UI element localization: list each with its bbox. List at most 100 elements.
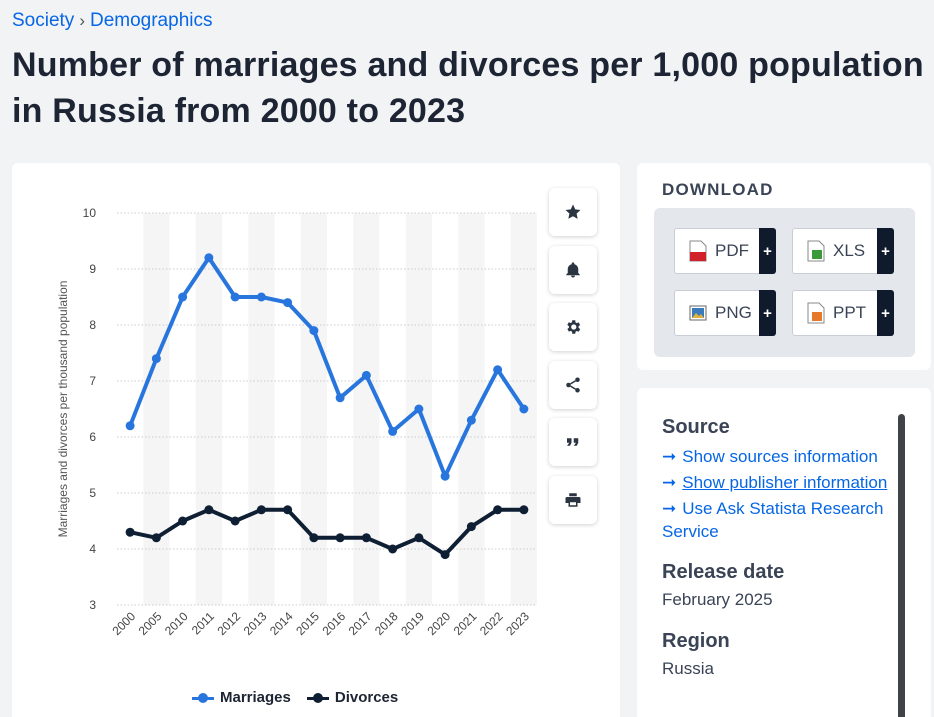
cite-quote-icon: [567, 438, 579, 446]
data-point-marriages: [361, 370, 371, 380]
breadcrumb-demographics-link[interactable]: Demographics: [89, 10, 213, 31]
data-point-marriages: [493, 365, 503, 375]
x-tick-label: 2010: [162, 609, 191, 638]
download-png-button[interactable]: PNG +: [674, 290, 776, 336]
grid-column-band: [458, 213, 485, 605]
data-point-marriages: [440, 471, 450, 481]
data-point-marriages: [309, 326, 319, 336]
data-point-divorces: [493, 505, 503, 515]
chart-legend: Marriages Divorces: [192, 689, 398, 706]
x-tick-label: 2014: [267, 609, 296, 638]
download-buttons-area: PDF + XLS + PNG + PPT +: [654, 208, 915, 357]
y-tick-label: 6: [89, 430, 96, 444]
x-tick-label: 2016: [319, 609, 348, 638]
favorite-icon: [565, 204, 581, 219]
legend-label-marriages: Marriages: [220, 689, 291, 706]
data-point-marriages: [125, 421, 135, 431]
x-tick-label: 2018: [372, 609, 401, 638]
data-point-divorces: [414, 533, 424, 543]
download-pdf-button[interactable]: PDF +: [674, 228, 776, 274]
plus-icon: +: [877, 290, 894, 336]
y-tick-label: 7: [89, 374, 96, 388]
data-point-marriages: [414, 404, 424, 414]
data-point-divorces: [230, 516, 240, 526]
legend-label-divorces: Divorces: [334, 689, 399, 706]
arrow-right-icon: ➞: [662, 499, 677, 518]
y-tick-label: 3: [89, 598, 96, 612]
region-heading: Region: [662, 630, 730, 652]
info-scrollbar[interactable]: [898, 414, 905, 717]
data-point-divorces: [335, 533, 345, 543]
download-pdf-label: PDF: [715, 241, 749, 260]
print-button[interactable]: [549, 475, 597, 524]
x-tick-label: 2022: [477, 609, 506, 638]
info-content: Source ➞ Show sources information ➞ Show p…: [662, 416, 897, 699]
download-panel: DOWNLOAD PDF + XLS + PNG + PPT +: [637, 163, 931, 370]
y-axis-label: Marriages and divorces per thousand popu…: [56, 281, 70, 538]
show-sources-link[interactable]: ➞ Show sources information: [662, 447, 878, 466]
x-tick-label: 2015: [293, 609, 322, 638]
legend-swatch-marriages: [192, 692, 214, 703]
x-tick-label: 2013: [241, 609, 270, 638]
x-tick-label: 2000: [109, 609, 138, 638]
notification-button[interactable]: [549, 245, 597, 294]
breadcrumb: Society › Demographics: [12, 10, 212, 32]
series-line-marriages: [128, 255, 526, 479]
download-ppt-button[interactable]: PPT +: [792, 290, 894, 336]
data-point-divorces: [519, 505, 529, 515]
x-tick-label: 2011: [189, 609, 217, 637]
x-tick-label: 2012: [214, 609, 243, 638]
data-point-marriages: [178, 292, 188, 302]
data-point-divorces: [256, 505, 266, 515]
legend-swatch-divorces: [306, 692, 329, 703]
data-point-marriages: [519, 404, 529, 414]
show-publisher-link[interactable]: ➞ Show publisher information: [662, 473, 888, 492]
grid-column-band: [248, 213, 275, 605]
print-icon: [565, 492, 581, 507]
ppt-file-icon: [807, 302, 825, 324]
release-date-value: February 2025: [662, 590, 773, 609]
grid-column-band: [143, 213, 170, 605]
data-point-divorces: [204, 505, 214, 515]
legend-item-marriages[interactable]: Marriages: [192, 689, 291, 706]
settings-button[interactable]: [549, 303, 597, 351]
cite-button[interactable]: [549, 418, 597, 466]
line-chart: 3 4 5 6 7 8 9 10 Marriages and divorces per thou…: [56, 206, 537, 638]
breadcrumb-separator: ›: [79, 11, 85, 30]
data-point-divorces: [440, 550, 450, 560]
plus-icon: +: [877, 228, 894, 274]
chart-toolbar: [549, 188, 597, 533]
x-tick-label: 2019: [398, 609, 427, 638]
breadcrumb-society-link[interactable]: Society: [12, 10, 75, 31]
data-point-divorces: [466, 522, 476, 532]
data-point-marriages: [256, 292, 266, 302]
settings-gear-icon: [567, 320, 581, 334]
download-xls-label: XLS: [833, 241, 866, 260]
ask-statista-link[interactable]: ➞ Use Ask Statista Research Service: [662, 499, 884, 541]
data-point-divorces: [309, 533, 319, 543]
data-point-marriages: [335, 393, 345, 403]
chart-card: 3 4 5 6 7 8 9 10 Marriages and divorces per thou…: [12, 163, 620, 717]
png-file-icon: [689, 305, 707, 321]
y-tick-label: 5: [89, 486, 96, 500]
y-tick-label: 8: [89, 318, 96, 332]
download-xls-button[interactable]: XLS +: [792, 228, 894, 274]
xls-file-icon: [807, 240, 825, 262]
favorite-button[interactable]: [549, 188, 597, 236]
x-tick-label: 2017: [346, 609, 375, 638]
release-date-heading: Release date: [662, 561, 785, 583]
data-point-marriages: [151, 354, 161, 364]
plus-icon: +: [759, 228, 776, 274]
page-title: Number of marriages and divorces per 1,0…: [12, 46, 924, 130]
series-line-divorces: [129, 507, 524, 557]
info-panel: Source ➞ Show sources information ➞ Show p…: [637, 388, 931, 717]
legend-item-divorces[interactable]: Divorces: [306, 689, 399, 706]
share-button[interactable]: [549, 360, 597, 409]
x-tick-label: 2020: [424, 609, 453, 638]
grid-column-band: [300, 213, 327, 605]
data-point-divorces: [361, 533, 371, 543]
arrow-right-icon: ➞: [662, 447, 677, 466]
download-ppt-label: PPT: [833, 303, 867, 322]
x-tick-label: 2005: [136, 609, 165, 638]
grid-column-band: [353, 213, 380, 605]
